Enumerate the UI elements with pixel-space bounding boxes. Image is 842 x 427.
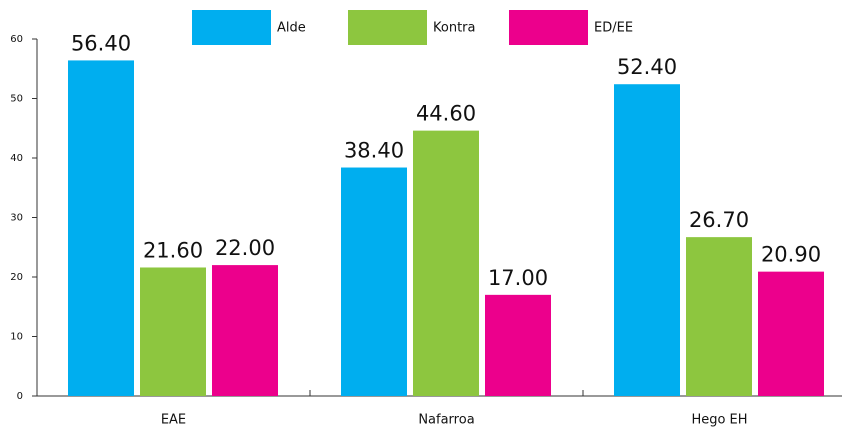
legend-label: ED/EE	[594, 21, 633, 36]
value-label: 44.60	[416, 102, 476, 126]
y-tick-label: 10	[10, 332, 23, 343]
legend-swatch	[192, 10, 271, 45]
bar	[614, 84, 680, 396]
value-label: 22.00	[215, 236, 275, 260]
legend-swatch	[348, 10, 427, 45]
value-label: 20.90	[761, 243, 821, 267]
value-label: 56.40	[71, 31, 131, 55]
y-tick-label: 40	[10, 153, 23, 164]
value-label: 52.40	[617, 55, 677, 79]
y-tick-label: 20	[10, 272, 23, 283]
y-tick-label: 0	[17, 391, 23, 402]
bar	[140, 267, 206, 396]
legend-swatch	[509, 10, 588, 45]
y-tick-label: 30	[10, 213, 23, 224]
bar	[212, 265, 278, 396]
value-label: 38.40	[344, 139, 404, 163]
y-tick-label: 60	[10, 34, 23, 45]
x-tick-label: Hego EH	[691, 413, 747, 427]
value-label: 21.60	[143, 238, 203, 262]
value-label: 26.70	[689, 208, 749, 232]
bar	[68, 60, 134, 397]
legend-label: Alde	[277, 21, 306, 36]
value-label: 17.00	[488, 266, 548, 290]
bar	[413, 130, 479, 396]
bar	[758, 271, 824, 396]
bar	[485, 294, 551, 396]
legend-label: Kontra	[433, 21, 475, 36]
x-tick-label: EAE	[161, 413, 186, 427]
x-tick-label: Nafarroa	[418, 413, 474, 427]
y-tick-label: 50	[10, 94, 23, 105]
bar	[341, 167, 407, 396]
bar	[686, 237, 752, 396]
